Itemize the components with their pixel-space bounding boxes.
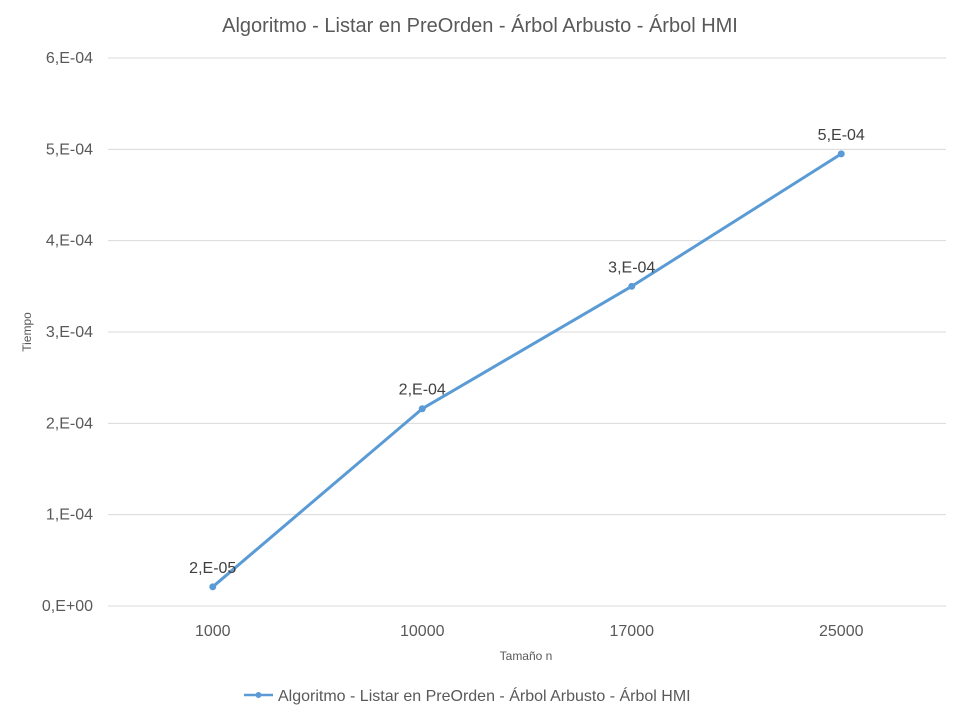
data-point [628, 282, 636, 290]
data-point [418, 405, 426, 413]
series-group: 2,E-05 2,E-04 3,E-04 5,E-04 [189, 127, 865, 591]
y-axis-label: Tiempo [20, 312, 34, 352]
data-label: 5,E-04 [818, 127, 865, 144]
legend-entry-label: Algoritmo - Listar en PreOrden - Árbol A… [278, 686, 691, 705]
y-tick-label: 0,E+00 [42, 598, 93, 615]
y-tick-label: 3,E-04 [46, 324, 93, 341]
series-line [211, 152, 843, 589]
x-axis-label: Tamaño n [500, 649, 553, 663]
x-axis-ticks: 1000 10000 17000 25000 [195, 623, 864, 640]
y-tick-label: 2,E-04 [46, 415, 93, 432]
data-point [209, 583, 217, 591]
legend-swatch-marker [255, 692, 262, 698]
y-tick-label: 6,E-04 [46, 50, 93, 67]
y-tick-label: 5,E-04 [46, 141, 93, 158]
data-point [837, 150, 845, 158]
x-tick-label: 10000 [400, 623, 445, 640]
x-tick-label: 17000 [610, 623, 655, 640]
data-label: 2,E-05 [189, 560, 236, 577]
x-tick-label: 1000 [195, 623, 231, 640]
y-tick-label: 1,E-04 [46, 507, 93, 524]
y-tick-label: 4,E-04 [46, 233, 93, 250]
legend: Algoritmo - Listar en PreOrden - Árbol A… [244, 686, 691, 705]
x-tick-label: 25000 [819, 623, 864, 640]
y-axis-ticks: 0,E+00 1,E-04 2,E-04 3,E-04 4,E-04 5,E-04 6,E-… [42, 50, 93, 615]
gridlines [108, 57, 946, 607]
chart-title: Algoritmo - Listar en PreOrden - Árbol A… [222, 14, 738, 37]
data-label: 3,E-04 [608, 259, 655, 276]
data-label: 2,E-04 [399, 382, 446, 399]
